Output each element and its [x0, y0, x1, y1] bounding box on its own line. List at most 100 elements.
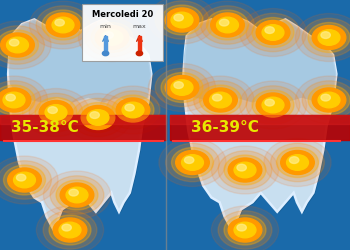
Circle shape: [155, 68, 209, 107]
Circle shape: [59, 222, 81, 238]
Circle shape: [148, 0, 216, 44]
Circle shape: [318, 92, 340, 108]
Circle shape: [148, 64, 216, 112]
Circle shape: [161, 72, 203, 102]
Circle shape: [206, 10, 248, 40]
Circle shape: [176, 150, 209, 174]
Circle shape: [91, 22, 133, 52]
Circle shape: [62, 224, 71, 231]
Circle shape: [43, 211, 97, 249]
Circle shape: [29, 1, 97, 49]
Circle shape: [256, 20, 290, 44]
Circle shape: [204, 88, 237, 112]
Circle shape: [66, 187, 88, 203]
Circle shape: [211, 206, 279, 250]
Circle shape: [9, 39, 19, 46]
Circle shape: [246, 13, 300, 52]
Bar: [0, 115, 166, 140]
Circle shape: [0, 81, 41, 119]
Circle shape: [81, 106, 115, 130]
Circle shape: [246, 86, 300, 124]
Circle shape: [194, 1, 261, 49]
Circle shape: [50, 176, 104, 214]
Text: 35-38°C: 35-38°C: [10, 120, 78, 135]
Circle shape: [256, 93, 290, 117]
Circle shape: [211, 13, 244, 37]
Circle shape: [16, 174, 26, 181]
Circle shape: [6, 94, 15, 101]
Circle shape: [45, 105, 67, 120]
Circle shape: [155, 1, 209, 39]
Bar: [0, 115, 166, 124]
Circle shape: [271, 143, 324, 182]
Bar: [104, 36, 107, 54]
Circle shape: [218, 211, 272, 249]
Circle shape: [302, 18, 350, 57]
Circle shape: [14, 172, 35, 188]
Circle shape: [228, 158, 262, 182]
Circle shape: [237, 164, 246, 171]
Circle shape: [4, 165, 46, 195]
Circle shape: [262, 97, 284, 113]
Text: 36-39°C: 36-39°C: [191, 120, 259, 135]
Circle shape: [0, 161, 51, 199]
Circle shape: [224, 155, 266, 185]
Circle shape: [48, 107, 57, 114]
Circle shape: [184, 157, 194, 164]
Circle shape: [171, 12, 193, 28]
Circle shape: [289, 157, 299, 164]
Circle shape: [224, 215, 266, 245]
Circle shape: [77, 102, 119, 132]
Circle shape: [321, 32, 330, 38]
Circle shape: [265, 27, 274, 34]
Circle shape: [174, 14, 183, 21]
Circle shape: [171, 80, 193, 95]
Circle shape: [99, 86, 167, 134]
Polygon shape: [8, 17, 151, 229]
Bar: [170, 115, 350, 124]
Polygon shape: [8, 17, 151, 102]
Circle shape: [136, 51, 142, 56]
Circle shape: [49, 215, 91, 245]
Circle shape: [252, 90, 294, 120]
Circle shape: [69, 189, 78, 196]
Circle shape: [29, 93, 83, 132]
Circle shape: [0, 76, 48, 124]
Circle shape: [56, 180, 98, 210]
Circle shape: [187, 76, 254, 124]
Circle shape: [295, 76, 350, 124]
Circle shape: [104, 32, 113, 38]
Circle shape: [295, 14, 350, 62]
Circle shape: [237, 224, 246, 231]
Circle shape: [302, 81, 350, 119]
Circle shape: [22, 88, 90, 136]
Circle shape: [1, 33, 34, 57]
Text: min: min: [100, 24, 112, 29]
Circle shape: [264, 138, 331, 186]
Circle shape: [3, 92, 25, 108]
Circle shape: [252, 18, 294, 48]
Bar: [170, 115, 350, 140]
Circle shape: [165, 76, 199, 100]
Circle shape: [234, 162, 256, 178]
Circle shape: [308, 85, 350, 115]
Circle shape: [43, 171, 111, 219]
Circle shape: [199, 85, 241, 115]
Circle shape: [36, 206, 104, 250]
Circle shape: [103, 51, 109, 56]
Circle shape: [7, 37, 28, 53]
Circle shape: [321, 94, 330, 101]
Polygon shape: [185, 18, 338, 230]
Circle shape: [262, 25, 284, 40]
Circle shape: [8, 168, 41, 192]
Circle shape: [0, 156, 58, 204]
Polygon shape: [183, 17, 336, 229]
Text: Mercoledi 20: Mercoledi 20: [92, 10, 153, 20]
Circle shape: [85, 18, 139, 57]
Circle shape: [228, 218, 262, 242]
Circle shape: [39, 100, 73, 124]
Circle shape: [165, 8, 199, 32]
Circle shape: [161, 5, 203, 35]
Circle shape: [0, 21, 51, 69]
Circle shape: [281, 150, 314, 174]
